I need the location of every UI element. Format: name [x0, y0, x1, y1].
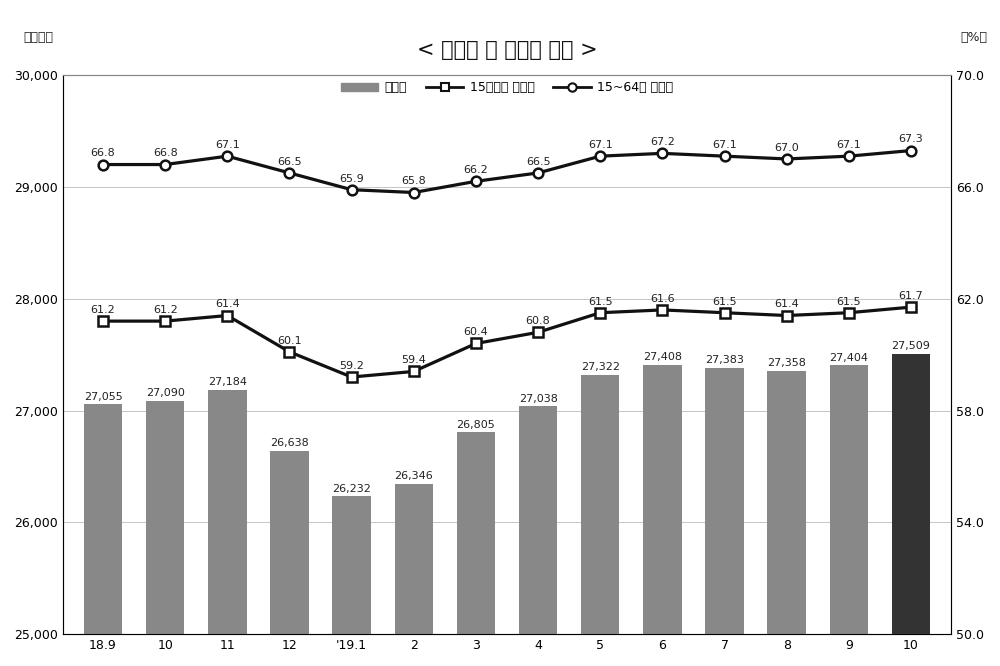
Text: 27,322: 27,322: [581, 362, 620, 372]
Bar: [84, 404, 122, 666]
Text: 27,184: 27,184: [208, 377, 247, 387]
Bar: [830, 366, 868, 666]
Text: （천명）: （천명）: [24, 31, 54, 45]
Legend: 취업자, 15세이상 고용률, 15~64세 고용률: 취업자, 15세이상 고용률, 15~64세 고용률: [341, 81, 673, 95]
Bar: [146, 400, 184, 666]
Text: 27,383: 27,383: [705, 355, 744, 365]
Text: 27,404: 27,404: [829, 352, 868, 362]
Text: 61.4: 61.4: [774, 300, 799, 310]
Text: 65.8: 65.8: [401, 176, 426, 186]
Text: 66.2: 66.2: [464, 165, 488, 175]
Text: 67.2: 67.2: [650, 137, 675, 147]
Text: 27,408: 27,408: [643, 352, 682, 362]
Text: 27,090: 27,090: [146, 388, 185, 398]
Bar: [643, 365, 682, 666]
Bar: [332, 496, 371, 666]
Text: 61.5: 61.5: [588, 296, 613, 306]
Text: 27,358: 27,358: [767, 358, 806, 368]
Text: 61.5: 61.5: [712, 296, 737, 306]
Bar: [892, 354, 930, 666]
Text: 60.1: 60.1: [277, 336, 302, 346]
Text: 67.1: 67.1: [712, 140, 737, 150]
Text: 26,346: 26,346: [394, 471, 433, 481]
Text: 60.8: 60.8: [526, 316, 550, 326]
Text: 66.5: 66.5: [526, 157, 550, 166]
Text: 66.8: 66.8: [91, 149, 115, 159]
Bar: [581, 374, 619, 666]
Text: 27,055: 27,055: [84, 392, 122, 402]
Text: 61.2: 61.2: [91, 305, 115, 315]
Text: 65.9: 65.9: [339, 174, 364, 184]
Bar: [767, 370, 806, 666]
Text: 27,509: 27,509: [892, 341, 930, 351]
Text: 60.4: 60.4: [464, 327, 488, 337]
Bar: [395, 484, 433, 666]
Text: 26,638: 26,638: [270, 438, 309, 448]
Text: 66.5: 66.5: [277, 157, 302, 166]
Text: 61.5: 61.5: [837, 296, 861, 306]
Text: 61.6: 61.6: [650, 294, 675, 304]
Bar: [457, 432, 495, 666]
Text: 26,232: 26,232: [332, 484, 371, 494]
Text: 61.4: 61.4: [215, 300, 240, 310]
Text: 67.1: 67.1: [215, 140, 240, 150]
Text: （%）: （%）: [960, 31, 987, 45]
Bar: [208, 390, 247, 666]
Text: 59.4: 59.4: [401, 355, 426, 365]
Text: 67.1: 67.1: [836, 140, 861, 150]
Text: 61.7: 61.7: [899, 291, 923, 301]
Text: 67.1: 67.1: [588, 140, 613, 150]
Title: < 취업자 및 고용률 추이 >: < 취업자 및 고용률 추이 >: [417, 40, 597, 60]
Text: 26,805: 26,805: [457, 420, 495, 430]
Bar: [705, 368, 744, 666]
Text: 67.0: 67.0: [774, 143, 799, 153]
Text: 61.2: 61.2: [153, 305, 178, 315]
Bar: [519, 406, 557, 666]
Text: 66.8: 66.8: [153, 149, 178, 159]
Text: 59.2: 59.2: [339, 361, 364, 371]
Text: 67.3: 67.3: [899, 135, 923, 145]
Text: 27,038: 27,038: [519, 394, 558, 404]
Bar: [270, 451, 309, 666]
